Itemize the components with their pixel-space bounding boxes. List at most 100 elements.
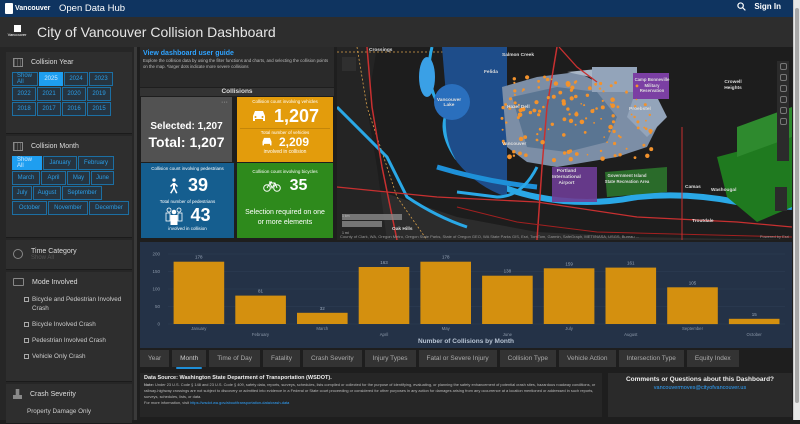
collision-point: [609, 103, 612, 105]
x-tick-label: April: [380, 332, 389, 337]
scrollbar-thumb[interactable]: [795, 8, 799, 403]
collision-point: [587, 86, 592, 91]
tab-crash-severity[interactable]: Crash Severity: [302, 350, 362, 367]
locate-icon[interactable]: [779, 107, 787, 114]
dashboard-title: City of Vancouver Collision Dashboard: [37, 24, 276, 40]
filter-button-2016[interactable]: 2016: [62, 102, 86, 116]
basemap-icon[interactable]: [779, 118, 787, 125]
filter-button-show-all[interactable]: Show All: [12, 156, 42, 170]
home-icon[interactable]: [779, 63, 787, 70]
checkbox[interactable]: [24, 322, 29, 327]
more-info-text: For more information, visit: [144, 400, 189, 405]
collision-point: [594, 82, 597, 86]
filter-button-2022[interactable]: 2022: [12, 87, 36, 101]
severity-option[interactable]: Property Damage Only: [27, 408, 92, 415]
collision-point: [542, 105, 545, 109]
city-logo[interactable]: Vancouver: [5, 2, 53, 15]
bar-october[interactable]: [728, 318, 780, 325]
layers-icon[interactable]: [779, 85, 787, 92]
collision-point: [635, 98, 638, 101]
contact-email-link[interactable]: vancouvermoves@cityofvancouver.us: [653, 385, 747, 391]
year-button-group: Show All 2025 2024 2023 2022 2021 2020 2019 2018…: [6, 72, 132, 120]
filter-button-2025[interactable]: 2025: [39, 72, 63, 86]
bar-may[interactable]: [420, 261, 471, 324]
more-info-link[interactable]: https://wsdot.wa.gov/about/transportatio…: [190, 400, 290, 405]
filter-button-february[interactable]: February: [78, 156, 114, 170]
bar-value-label: 178: [442, 255, 450, 260]
zoom-controls[interactable]: [775, 187, 787, 211]
filter-button-november[interactable]: November: [48, 201, 88, 215]
collision-point: [537, 79, 540, 83]
tab-intersection-type[interactable]: Intersection Type: [618, 350, 684, 367]
filter-button-may[interactable]: May: [67, 171, 90, 185]
filter-button-july[interactable]: July: [12, 186, 32, 200]
page-scrollbar[interactable]: [793, 0, 800, 420]
bar-june[interactable]: [482, 275, 533, 324]
collision-points[interactable]: [500, 75, 654, 163]
collision-point: [525, 75, 530, 80]
filter-button-march[interactable]: March: [12, 171, 40, 185]
tab-month[interactable]: Month: [172, 350, 207, 369]
sidebar-scrollbar[interactable]: [134, 47, 137, 420]
filter-button-2024[interactable]: 2024: [64, 72, 88, 86]
checkbox[interactable]: [24, 354, 29, 359]
filter-button-show-all[interactable]: Show All: [12, 72, 38, 86]
filter-button-2015[interactable]: 2015: [87, 102, 111, 116]
mode-checkbox-bike-ped[interactable]: Bicycle and Pedestrian Involved Crash: [6, 292, 132, 317]
powered-by-esri[interactable]: Powered by Esri: [759, 234, 789, 239]
search-icon[interactable]: [737, 2, 747, 11]
filter-button-august[interactable]: August: [33, 186, 61, 200]
tab-collision-type[interactable]: Collision Type: [499, 350, 557, 367]
tab-time-of-day[interactable]: Time of Day: [209, 350, 261, 367]
crash-severity-icon: [13, 389, 22, 399]
x-tick-label: September: [682, 326, 704, 331]
collision-point: [561, 101, 566, 106]
collision-point: [513, 101, 517, 105]
tab-vehicle-action[interactable]: Vehicle Action: [559, 350, 616, 367]
bar-september[interactable]: [667, 287, 718, 325]
map-attribution: County of Clark, WA, Oregon Metro, Orego…: [337, 233, 792, 240]
filter-button-2019[interactable]: 2019: [87, 87, 111, 101]
checkbox[interactable]: [24, 297, 29, 302]
hub-title[interactable]: Open Data Hub: [59, 3, 126, 14]
mode-checkbox-vehicle[interactable]: Vehicle Only Crash: [6, 349, 132, 365]
filter-button-september[interactable]: September: [62, 186, 102, 200]
tab-equity-index[interactable]: Equity Index: [686, 350, 739, 367]
mode-checkbox-ped[interactable]: Pedestrian Involved Crash: [6, 333, 132, 349]
time-category-panel[interactable]: Time Category Show All: [6, 240, 132, 270]
tab-fatality[interactable]: Fatality: [263, 350, 300, 367]
more-options-icon[interactable]: ···: [221, 99, 228, 106]
filter-button-december[interactable]: December: [89, 201, 129, 215]
bar-july[interactable]: [543, 268, 595, 324]
filter-button-2020[interactable]: 2020: [62, 87, 86, 101]
tab-year[interactable]: Year: [140, 350, 170, 367]
filter-button-january[interactable]: January: [43, 156, 77, 170]
bookmark-icon[interactable]: [779, 96, 787, 103]
mode-checkbox-bike[interactable]: Bicycle Involved Crash: [6, 317, 132, 333]
map-edit-button[interactable]: [342, 57, 356, 71]
filter-button-april[interactable]: April: [41, 171, 66, 185]
filter-button-2021[interactable]: 2021: [37, 87, 61, 101]
filter-button-2018[interactable]: 2018: [12, 102, 36, 116]
filter-button-2023[interactable]: 2023: [89, 72, 113, 86]
bar-march[interactable]: [297, 312, 348, 324]
tab-fatal-or-severe-injury[interactable]: Fatal or Severe Injury: [418, 350, 497, 367]
filter-button-october[interactable]: October: [12, 201, 47, 215]
search-icon[interactable]: [779, 74, 787, 81]
bar-january[interactable]: [173, 261, 225, 324]
collision-point: [602, 90, 605, 93]
bar-april[interactable]: [358, 267, 410, 324]
tab-injury-types[interactable]: Injury Types: [364, 350, 416, 367]
collision-point: [565, 81, 571, 86]
vehicles-total-title: Total number of vehicles: [260, 130, 310, 135]
filter-button-2017[interactable]: 2017: [37, 102, 61, 116]
collision-point: [504, 103, 507, 106]
city-seal-icon: [13, 25, 21, 32]
collision-map[interactable]: Salmon Creek Felida Vancouver Lake Hazel…: [337, 47, 792, 240]
user-guide-link[interactable]: View dashboard user guide: [143, 50, 234, 57]
filter-button-june[interactable]: June: [91, 171, 114, 185]
checkbox[interactable]: [24, 338, 29, 343]
sign-in-link[interactable]: Sign In: [754, 2, 781, 11]
bar-february[interactable]: [235, 295, 286, 324]
bar-august[interactable]: [605, 267, 657, 324]
